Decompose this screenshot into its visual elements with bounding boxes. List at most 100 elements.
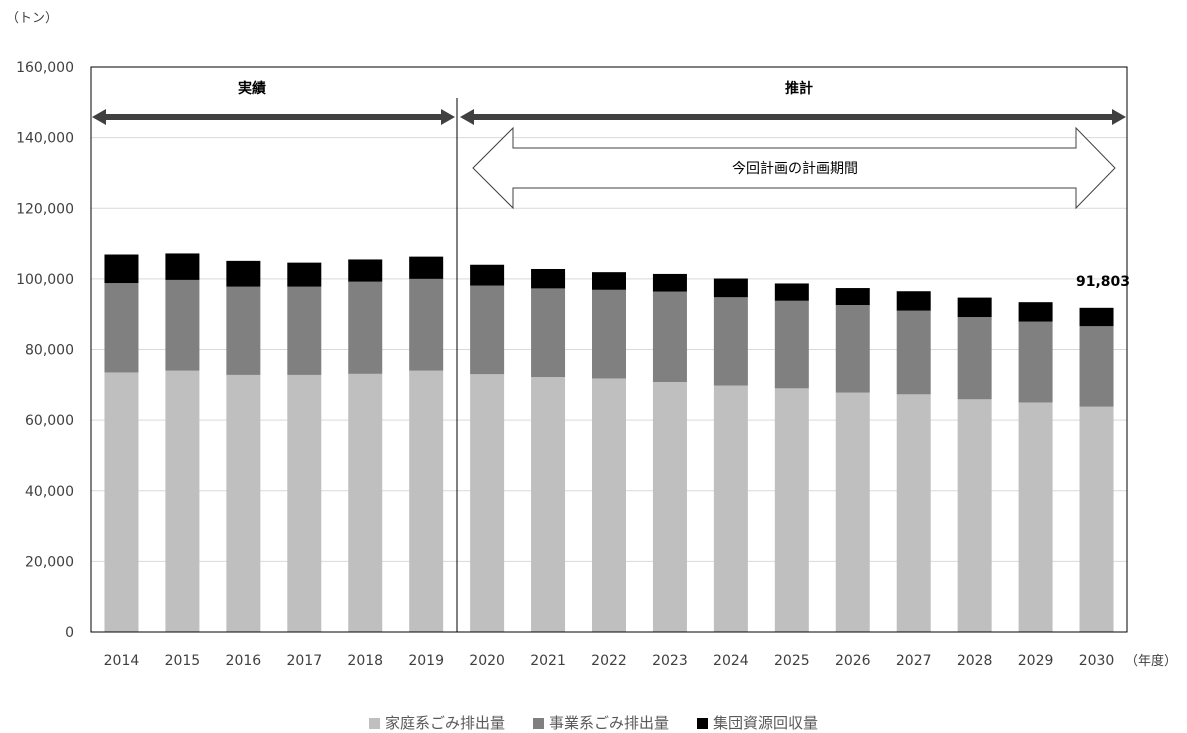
bar-segment <box>713 385 748 632</box>
x-tick-label: 2020 <box>469 653 505 669</box>
bar-segment <box>409 278 444 371</box>
y-tick-label: 80,000 <box>25 343 74 359</box>
x-tick-label: 2015 <box>165 653 201 669</box>
x-tick-label: 2014 <box>104 653 140 669</box>
y-tick-label: 160,000 <box>16 60 74 76</box>
x-tick-label: 2024 <box>713 653 749 669</box>
bar-segment <box>226 374 261 632</box>
bar-segment <box>226 286 261 375</box>
x-tick-label: 2021 <box>530 653 566 669</box>
plan-period-arrow <box>472 126 1116 210</box>
bar-segment <box>835 392 870 632</box>
bar-segment <box>592 289 626 379</box>
legend-item: 事業系ごみ排出量 <box>532 712 669 733</box>
bar-segment <box>470 285 505 375</box>
bar-segment <box>652 381 687 632</box>
x-tick-label: 2030 <box>1079 653 1115 669</box>
bar-segment <box>104 254 139 284</box>
y-axis-ticks: 0 20,000 40,000 60,000 80,000 100,000 120,000 1… <box>16 60 74 641</box>
forecast-period-label: 推計 <box>785 80 813 97</box>
legend-swatch <box>532 718 544 729</box>
bar-segment <box>592 272 626 290</box>
bar-segment <box>652 291 687 382</box>
y-tick-label: 20,000 <box>25 554 74 570</box>
bar-segment <box>1079 326 1114 407</box>
bar-segment <box>774 300 809 389</box>
last-total-label: 91,803 <box>1076 274 1130 290</box>
bar-segment <box>409 370 444 632</box>
x-tick-label: 2027 <box>896 653 932 669</box>
x-tick-label: 2026 <box>835 653 871 669</box>
y-tick-label: 0 <box>65 625 74 641</box>
x-tick-label: 2018 <box>347 653 383 669</box>
bar-segment <box>896 394 931 632</box>
plan-period-label: 今回計画の計画期間 <box>732 161 858 177</box>
bar-segment <box>774 388 809 632</box>
bar-segment <box>104 372 139 632</box>
bar-segment <box>1018 302 1053 322</box>
bar-segment <box>957 297 992 318</box>
x-tick-label: 2022 <box>591 653 627 669</box>
bar-segment <box>957 317 992 400</box>
bar-segment <box>774 283 809 301</box>
bar-segment <box>1018 321 1053 403</box>
x-tick-label: 2017 <box>286 653 322 669</box>
bar-segment <box>592 378 626 632</box>
bar-segment <box>1018 402 1053 632</box>
bar-segment <box>470 264 505 286</box>
bar-segment <box>957 399 992 632</box>
legend-label: 集団資源回収量 <box>713 714 819 732</box>
bar-segment <box>348 373 383 632</box>
y-tick-label: 100,000 <box>16 272 74 288</box>
bar-segment <box>531 288 566 378</box>
x-unit-label: （年度） <box>1125 653 1177 669</box>
forecast-period-arrow <box>460 109 1126 125</box>
bar-segment <box>896 291 931 311</box>
bar-segment <box>531 377 566 632</box>
x-tick-label: 2016 <box>226 653 262 669</box>
bar-segment <box>104 283 139 373</box>
legend-swatch <box>368 718 380 729</box>
bar-segment <box>896 310 931 395</box>
chart: （トン） （年度） 0 20,000 40,000 60,000 80,000 100,0… <box>6 11 1177 669</box>
x-axis-ticks: 2014 2015 2016 2017 2018 2019 2020 2021 2022 2023… <box>104 653 1115 669</box>
bar-segment <box>165 253 200 280</box>
bar-segment <box>287 286 322 375</box>
bar-segment <box>348 281 383 374</box>
bar-segment <box>348 259 383 282</box>
y-tick-label: 140,000 <box>16 131 74 147</box>
legend-item: 集団資源回収量 <box>697 712 818 733</box>
actual-period-label: 実績 <box>238 80 266 97</box>
y-tick-label: 60,000 <box>25 413 74 429</box>
legend-swatch <box>697 718 708 729</box>
legend-label: 家庭系ごみ排出量 <box>384 714 505 732</box>
legend: 家庭系ごみ排出量 事業系ごみ排出量 集団資源回収量 <box>0 712 1187 733</box>
bar-segment <box>1079 406 1114 632</box>
bar-segment <box>287 374 322 632</box>
x-tick-label: 2025 <box>774 653 810 669</box>
bar-segment <box>835 305 870 393</box>
bar-segment <box>835 288 870 306</box>
actual-period-arrow <box>92 109 455 125</box>
x-tick-label: 2029 <box>1018 653 1054 669</box>
bar-segment <box>287 262 322 287</box>
x-tick-label: 2023 <box>652 653 688 669</box>
legend-item: 家庭系ごみ排出量 <box>368 712 505 733</box>
y-tick-label: 120,000 <box>16 201 74 217</box>
x-tick-label: 2028 <box>957 653 993 669</box>
y-tick-label: 40,000 <box>25 484 74 500</box>
legend-label: 事業系ごみ排出量 <box>548 714 669 732</box>
bar-segment <box>165 370 200 632</box>
bar-segment <box>226 260 261 287</box>
plot-frame <box>90 66 1128 633</box>
bar-segment <box>652 273 687 292</box>
x-tick-label: 2019 <box>408 653 444 669</box>
bar-segment <box>713 297 748 386</box>
y-unit-label: （トン） <box>6 11 58 26</box>
bar-segment <box>1079 307 1114 327</box>
bar-segment <box>713 278 748 298</box>
bar-segment <box>165 279 200 371</box>
bar-segment <box>470 374 505 632</box>
bars <box>104 253 1114 632</box>
bar-segment <box>531 268 566 289</box>
